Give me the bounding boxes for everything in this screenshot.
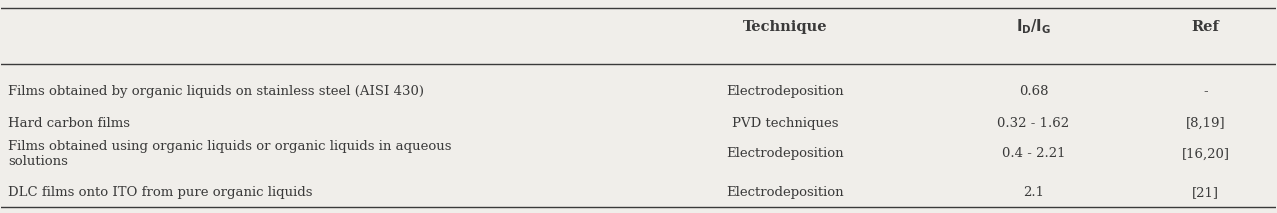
- Text: Electrodeposition: Electrodeposition: [727, 186, 844, 199]
- Text: 0.68: 0.68: [1019, 85, 1048, 98]
- Text: [21]: [21]: [1191, 186, 1220, 199]
- Text: [16,20]: [16,20]: [1181, 147, 1230, 160]
- Text: Hard carbon films: Hard carbon films: [8, 117, 130, 130]
- Text: Films obtained using organic liquids or organic liquids in aqueous
solutions: Films obtained using organic liquids or …: [8, 140, 451, 168]
- Text: Films obtained by organic liquids on stainless steel (AISI 430): Films obtained by organic liquids on sta…: [8, 85, 424, 98]
- Text: Technique: Technique: [743, 20, 827, 34]
- Text: Ref: Ref: [1191, 20, 1220, 34]
- Text: Electrodeposition: Electrodeposition: [727, 85, 844, 98]
- Text: $\mathbf{I_D/I_G}$: $\mathbf{I_D/I_G}$: [1016, 17, 1051, 36]
- Text: [8,19]: [8,19]: [1186, 117, 1226, 130]
- Text: Electrodeposition: Electrodeposition: [727, 147, 844, 160]
- Text: DLC films onto ITO from pure organic liquids: DLC films onto ITO from pure organic liq…: [8, 186, 313, 199]
- Text: 2.1: 2.1: [1023, 186, 1045, 199]
- Text: -: -: [1203, 85, 1208, 98]
- Text: 0.32 - 1.62: 0.32 - 1.62: [997, 117, 1070, 130]
- Text: PVD techniques: PVD techniques: [732, 117, 838, 130]
- Text: 0.4 - 2.21: 0.4 - 2.21: [1001, 147, 1065, 160]
